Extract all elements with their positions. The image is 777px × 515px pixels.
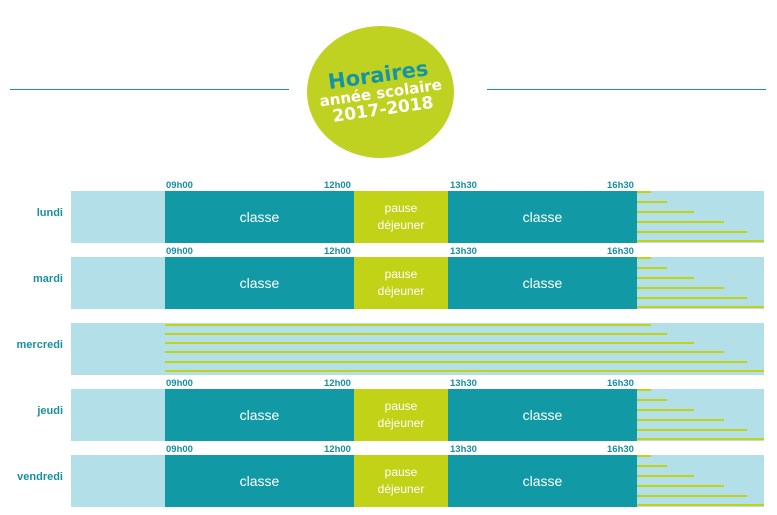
after-school-stripe xyxy=(637,287,724,289)
class-label: classe xyxy=(239,473,280,489)
class-label: classe xyxy=(522,473,563,489)
after-school-stripe xyxy=(637,231,747,233)
after-school-stripe xyxy=(637,306,764,308)
day-label-mercredi: mercredi xyxy=(16,339,63,351)
pause-label: pause déjeuner xyxy=(377,267,425,298)
wednesday-stripe xyxy=(165,351,724,353)
title-badge: Horaires année scolaire 2017-2018 xyxy=(307,26,454,158)
time-label-end: 16h30 xyxy=(607,246,634,257)
after-school-stripe xyxy=(637,399,667,401)
wednesday-stripe xyxy=(165,333,667,335)
schedule-row-mercredi xyxy=(71,323,764,375)
time-label-afternoon: 13h30 xyxy=(450,246,477,257)
lunch-break-block: pause déjeuner xyxy=(354,389,448,441)
time-label-start: 09h00 xyxy=(166,246,193,257)
class-label: classe xyxy=(522,275,563,291)
after-school-stripe xyxy=(637,221,724,223)
time-label-noon: 12h00 xyxy=(324,180,351,191)
after-school-stripe xyxy=(637,389,651,391)
schedule-row-lundi: classe pause déjeuner classe xyxy=(71,191,764,243)
after-school-stripe xyxy=(637,419,724,421)
class-block-morning: classe xyxy=(165,257,354,309)
wednesday-stripe xyxy=(165,361,747,363)
lunch-break-block: pause déjeuner xyxy=(354,455,448,507)
after-school-stripe xyxy=(637,455,651,457)
day-label-mardi: mardi xyxy=(33,273,63,285)
after-school-stripe xyxy=(637,191,651,193)
class-block-morning: classe xyxy=(165,455,354,507)
after-school-stripe xyxy=(637,495,747,497)
class-label: classe xyxy=(239,275,280,291)
lunch-break-block: pause déjeuner xyxy=(354,257,448,309)
after-school-stripe xyxy=(637,438,764,440)
header-line-right xyxy=(487,89,766,90)
after-school-stripe xyxy=(637,485,724,487)
after-school-stripe xyxy=(637,475,694,477)
time-label-noon: 12h00 xyxy=(324,246,351,257)
after-school-stripe xyxy=(637,297,747,299)
time-label-end: 16h30 xyxy=(607,444,634,455)
lunch-break-block: pause déjeuner xyxy=(354,191,448,243)
pause-label: pause déjeuner xyxy=(377,201,425,232)
time-label-afternoon: 13h30 xyxy=(450,180,477,191)
pause-label: pause déjeuner xyxy=(377,399,425,430)
title-badge-text: Horaires année scolaire 2017-2018 xyxy=(299,16,463,167)
wednesday-stripe xyxy=(165,324,651,326)
class-label: classe xyxy=(522,209,563,225)
after-school-stripe xyxy=(637,257,651,259)
class-block-afternoon: classe xyxy=(448,257,637,309)
after-school-stripe xyxy=(637,409,694,411)
after-school-stripe xyxy=(637,201,667,203)
after-school-stripe xyxy=(637,465,667,467)
pause-label: pause déjeuner xyxy=(377,465,425,496)
day-label-lundi: lundi xyxy=(36,207,63,219)
after-school-stripe xyxy=(637,267,667,269)
time-label-end: 16h30 xyxy=(607,180,634,191)
time-label-start: 09h00 xyxy=(166,444,193,455)
schedule-row-vendredi: classe pause déjeuner classe xyxy=(71,455,764,507)
time-label-noon: 12h00 xyxy=(324,378,351,389)
day-label-jeudi: jeudi xyxy=(37,405,63,417)
after-school-stripe xyxy=(637,429,747,431)
after-school-stripe xyxy=(637,277,694,279)
wednesday-stripe xyxy=(165,370,764,372)
class-block-afternoon: classe xyxy=(448,455,637,507)
day-label-vendredi: vendredi xyxy=(17,471,63,483)
after-school-stripe xyxy=(637,504,764,506)
class-label: classe xyxy=(522,407,563,423)
wednesday-stripe xyxy=(165,342,694,344)
class-block-afternoon: classe xyxy=(448,191,637,243)
time-label-noon: 12h00 xyxy=(324,444,351,455)
class-block-morning: classe xyxy=(165,389,354,441)
time-label-end: 16h30 xyxy=(607,378,634,389)
class-label: classe xyxy=(239,209,280,225)
time-label-start: 09h00 xyxy=(166,378,193,389)
class-block-morning: classe xyxy=(165,191,354,243)
time-label-start: 09h00 xyxy=(166,180,193,191)
class-label: classe xyxy=(239,407,280,423)
time-label-afternoon: 13h30 xyxy=(450,444,477,455)
after-school-stripe xyxy=(637,240,764,242)
class-block-afternoon: classe xyxy=(448,389,637,441)
schedule-row-mardi: classe pause déjeuner classe xyxy=(71,257,764,309)
after-school-stripe xyxy=(637,211,694,213)
time-label-afternoon: 13h30 xyxy=(450,378,477,389)
schedule-row-jeudi: classe pause déjeuner classe xyxy=(71,389,764,441)
header-line-left xyxy=(10,89,289,90)
